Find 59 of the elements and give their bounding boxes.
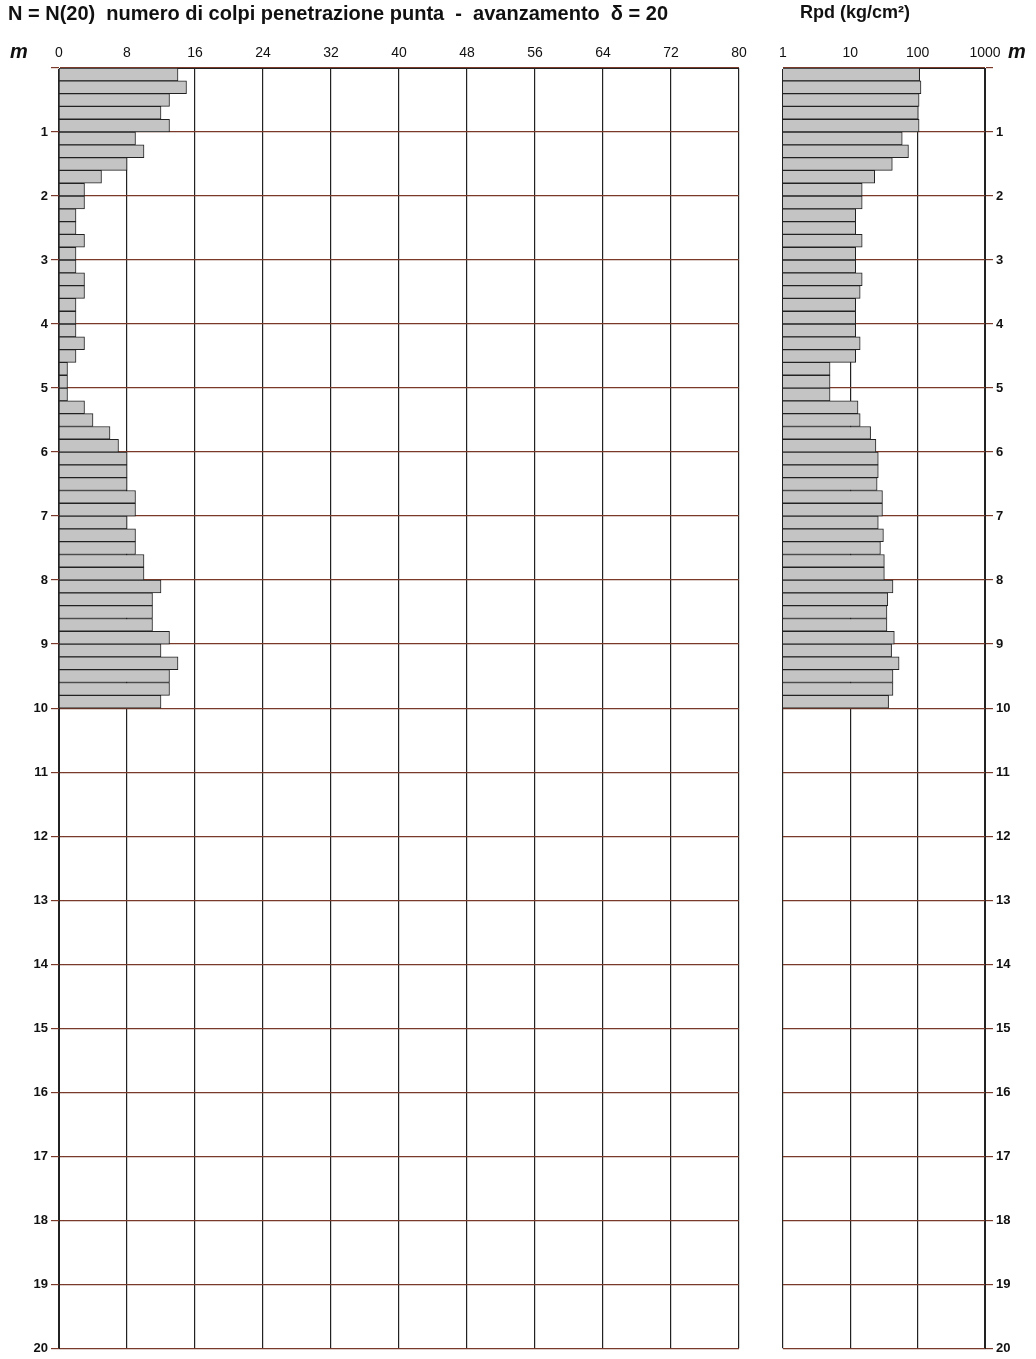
y-tick-label: 5 xyxy=(40,379,48,395)
x-tick-label: 48 xyxy=(459,44,475,61)
y-axis-title: m xyxy=(1008,40,1026,63)
y-tick-label: 14 xyxy=(996,955,1012,971)
y-tick-label: 6 xyxy=(996,443,1004,459)
y-tick-label: 19 xyxy=(33,1275,48,1291)
y-tick-label: 5 xyxy=(996,379,1004,395)
chart-title: N = N(20) numero di colpi penetrazione punta - avanzamento δ = 20 xyxy=(8,2,669,25)
y-tick-label: 7 xyxy=(40,507,48,523)
x-tick-label: 32 xyxy=(323,44,339,61)
chart-title: Rpd (kg/cm²) xyxy=(800,2,910,23)
y-tick-label: 6 xyxy=(40,443,48,459)
y-tick-label: 15 xyxy=(996,1019,1011,1035)
x-tick-label: 1000 xyxy=(969,44,1001,61)
x-tick-label: 8 xyxy=(123,44,132,61)
x-tick-label: 80 xyxy=(731,44,747,61)
y-tick-label: 8 xyxy=(996,571,1004,587)
x-tick-label: 1 xyxy=(779,44,788,61)
y-tick-label: 3 xyxy=(40,251,48,267)
y-tick-label: 7 xyxy=(996,507,1004,523)
y-tick-label: 16 xyxy=(996,1083,1011,1099)
y-tick-label: 18 xyxy=(996,1211,1011,1227)
x-tick-label: 72 xyxy=(663,44,679,61)
y-tick-label: 10 xyxy=(996,699,1011,715)
y-tick-label: 1 xyxy=(40,123,48,139)
y-axis-title: m xyxy=(10,40,28,63)
y-tick-label: 13 xyxy=(33,891,48,907)
y-tick-label: 11 xyxy=(34,763,48,779)
y-tick-label: 18 xyxy=(33,1211,48,1227)
y-tick-label: 17 xyxy=(33,1147,48,1163)
y-tick-label: 10 xyxy=(33,699,48,715)
x-tick-label: 100 xyxy=(905,44,930,61)
x-tick-label: 40 xyxy=(391,44,407,61)
y-tick-label: 8 xyxy=(40,571,48,587)
y-tick-label: 1 xyxy=(996,123,1004,139)
x-tick-label: 56 xyxy=(527,44,543,61)
y-tick-label: 20 xyxy=(33,1339,48,1355)
y-tick-label: 11 xyxy=(996,763,1010,779)
y-tick-label: 17 xyxy=(996,1147,1011,1163)
y-tick-label: 4 xyxy=(996,315,1004,331)
y-tick-label: 13 xyxy=(996,891,1011,907)
x-tick-label: 64 xyxy=(595,44,611,61)
y-tick-label: 14 xyxy=(33,955,49,971)
y-tick-label: 19 xyxy=(996,1275,1011,1291)
y-tick-label: 15 xyxy=(33,1019,48,1035)
y-tick-label: 12 xyxy=(33,827,48,843)
y-tick-label: 20 xyxy=(996,1339,1011,1355)
x-tick-label: 24 xyxy=(255,44,271,61)
y-tick-label: 16 xyxy=(33,1083,48,1099)
x-tick-label: 0 xyxy=(55,44,64,61)
x-tick-label: 16 xyxy=(187,44,203,61)
y-tick-label: 2 xyxy=(40,187,48,203)
y-tick-label: 3 xyxy=(996,251,1004,267)
y-tick-label: 12 xyxy=(996,827,1011,843)
y-tick-label: 9 xyxy=(996,635,1004,651)
y-tick-label: 2 xyxy=(996,187,1004,203)
y-tick-label: 9 xyxy=(40,635,48,651)
y-tick-label: 4 xyxy=(40,315,49,331)
x-tick-label: 10 xyxy=(842,44,859,61)
